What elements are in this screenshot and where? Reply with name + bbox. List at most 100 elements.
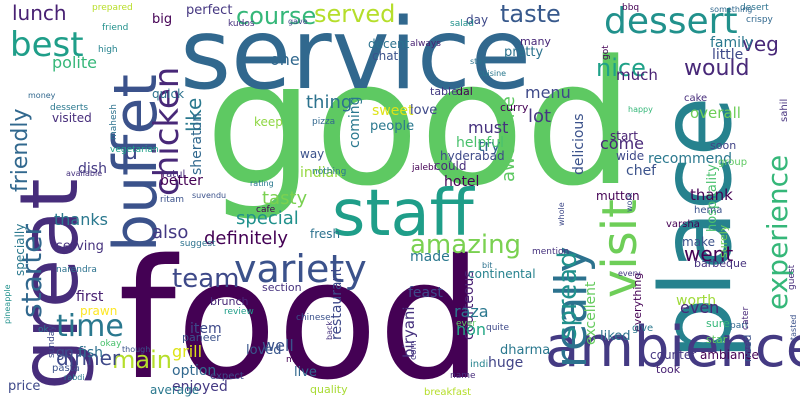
word: nice [596,54,646,82]
word: chat [372,49,399,63]
word: fish [78,345,103,361]
word: desert [740,3,769,13]
word: best [10,25,84,65]
word: helpful [456,135,504,151]
word: went [684,242,734,266]
word: ambience [545,315,800,380]
word: crispy [746,15,773,25]
word: okay [100,339,122,349]
word: counter [650,348,697,362]
word: amazing [410,230,522,260]
word: continental [468,267,536,281]
word: always [410,39,441,49]
word: rabdi [64,373,85,382]
word: hema [694,205,723,216]
word: start [610,129,638,143]
word: friend [102,23,129,33]
word: mutton [596,189,640,203]
word: chef [626,163,657,179]
word: thank [690,186,733,204]
word: coming [347,96,363,148]
word: recommend [648,151,732,167]
word: made [410,249,450,265]
word: got [601,45,611,60]
word: indi [470,359,489,370]
word: review [224,307,254,317]
word: average [150,383,200,397]
word: surely [717,224,730,258]
word: could [434,159,467,173]
word: ritam [160,195,185,205]
word: though [122,345,151,354]
word: delicious [571,113,587,175]
word: corn [409,340,419,360]
word: time [56,309,124,344]
word: jalebi [412,163,437,173]
word: high [98,45,118,55]
word: sweet [372,103,414,119]
word: suggest [180,239,216,249]
word: fresh [310,227,341,241]
word: worth [676,293,717,309]
word: need [741,334,754,363]
word: dal [456,85,473,98]
word: sure [706,317,730,330]
word: ever [456,319,477,329]
word: something [710,5,753,14]
word: make [682,235,715,249]
word: work [625,192,634,212]
word: friendly [8,108,33,192]
word: section [262,281,302,294]
word: love [410,103,438,118]
word: gave [288,17,308,26]
word: served [314,0,396,28]
word: pizza [312,117,336,127]
word: veg [742,32,779,56]
word: rating [250,179,274,188]
word: bbq [622,3,640,13]
word: prepared [92,3,133,13]
word: money [28,91,56,100]
word: group [718,157,748,168]
word: back [325,320,334,340]
word: brunch [210,295,249,308]
word: prawn [80,304,118,318]
word: good [205,23,634,224]
word: go [56,345,74,361]
word: feast [408,285,443,301]
word: polite [52,53,97,72]
word: cafe [256,205,276,215]
word: visited [52,111,92,125]
word: even [680,298,720,317]
word: sahil [779,98,790,122]
word: hyderabad [440,149,505,163]
word: enjoyed [172,379,228,395]
word: cuisine [478,69,507,78]
word: taste [500,0,561,28]
word: lunch [12,1,67,25]
word: dessert [604,1,738,42]
word: people [370,119,415,134]
word: first [76,289,104,305]
word: staff [332,177,474,251]
word: nothing [312,167,347,177]
word: sheraton [189,112,205,175]
word: tasted [789,314,798,340]
word: special [236,208,299,229]
word: decent [368,37,410,51]
word: bit [482,261,493,270]
word: would [684,56,750,81]
word: try [478,136,501,155]
word: lot [528,106,552,127]
word: better [160,173,203,189]
word: whole [557,202,566,226]
word: service [180,0,532,112]
word: little [712,47,744,63]
word: barbeque [694,257,747,270]
word: main [112,346,172,374]
word: available [66,169,103,178]
word: well [262,336,294,355]
word: serving [56,239,104,254]
word: wide [616,149,645,163]
word: excellent [583,281,599,345]
